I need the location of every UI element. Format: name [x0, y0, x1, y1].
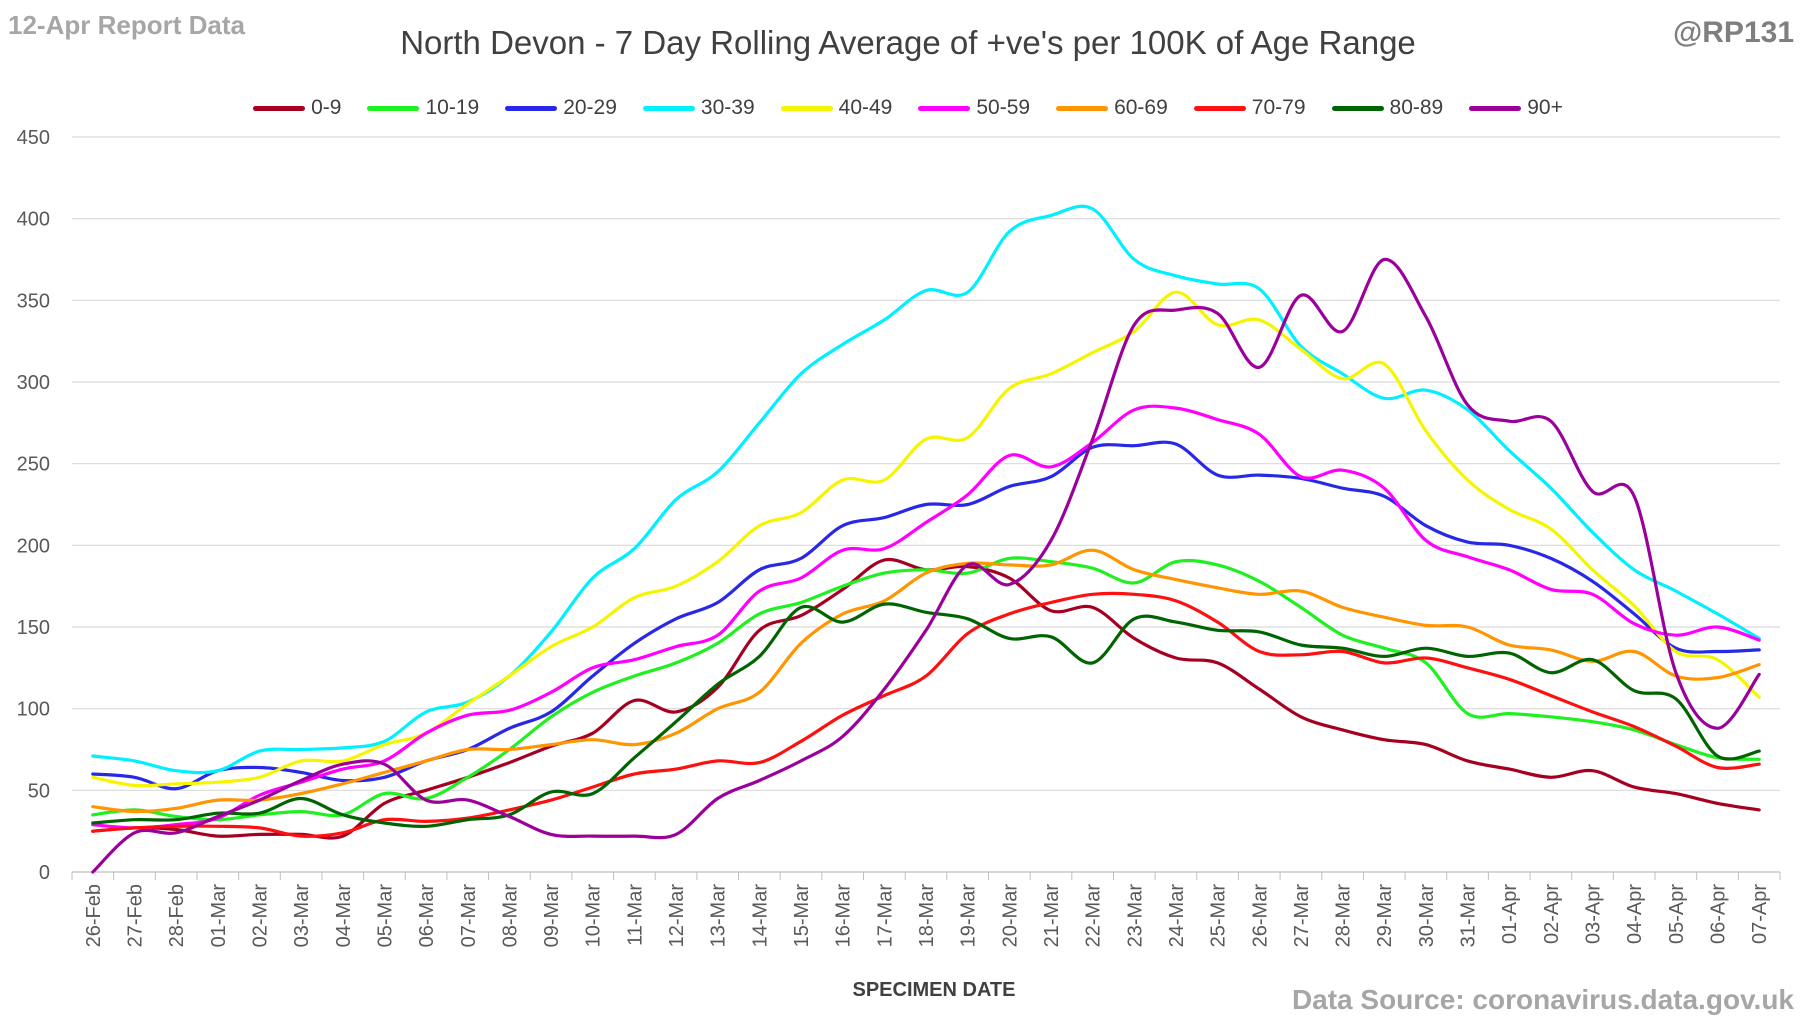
legend-swatch [367, 105, 420, 111]
legend-label: 90+ [1527, 96, 1563, 119]
x-tick-label: 18-Mar [916, 884, 938, 948]
x-tick-label: 23-Mar [1124, 884, 1146, 948]
legend-label: 30-39 [700, 96, 755, 119]
legend-item: 50-59 [918, 96, 1030, 120]
x-tick-label: 05-Mar [374, 884, 396, 948]
legend-label: 80-89 [1389, 96, 1444, 119]
legend-swatch [780, 105, 833, 111]
x-tick-label: 06-Mar [416, 884, 438, 948]
legend-label: 10-19 [425, 96, 480, 119]
x-tick-label: 08-Mar [499, 884, 521, 948]
y-tick-label: 400 [17, 209, 50, 231]
x-tick-label: 28-Feb [166, 884, 188, 947]
x-tick-label: 27-Mar [1291, 884, 1313, 948]
x-tick-label: 15-Mar [791, 884, 813, 948]
legend-swatch [642, 105, 695, 111]
y-tick-label: 200 [17, 535, 50, 557]
x-tick-label: 24-Mar [1166, 884, 1188, 948]
y-tick-label: 450 [17, 127, 50, 149]
legend-item: 90+ [1469, 96, 1563, 120]
legend-swatch [505, 105, 558, 111]
x-tick-label: 22-Mar [1083, 884, 1105, 948]
x-tick-label: 27-Feb [124, 884, 146, 947]
y-tick-label: 300 [17, 372, 50, 394]
y-tick-label: 100 [17, 699, 50, 721]
x-tick-label: 31-Mar [1458, 884, 1480, 948]
series-line-0-9 [91, 557, 1761, 840]
legend-label: 50-59 [976, 96, 1031, 119]
series-line-20-29 [91, 440, 1761, 791]
x-tick-label: 05-Apr [1666, 884, 1688, 944]
x-tick-label: 21-Mar [1041, 884, 1063, 948]
x-tick-label: 30-Mar [1416, 884, 1438, 948]
legend-swatch [918, 105, 971, 111]
x-tick-label: 01-Apr [1499, 884, 1521, 944]
x-tick-label: 02-Apr [1541, 884, 1563, 944]
chart-title: North Devon - 7 Day Rolling Average of +… [400, 24, 1416, 61]
legend-swatch [253, 105, 306, 111]
x-tick-label: 10-Mar [583, 884, 605, 948]
series-line-10-19 [91, 556, 1761, 822]
x-tick-label: 28-Mar [1333, 884, 1355, 948]
legend-swatch [1331, 105, 1384, 111]
legend-item: 60-69 [1056, 96, 1168, 120]
y-tick-label: 50 [28, 780, 50, 802]
x-tick-label: 06-Apr [1708, 884, 1730, 944]
x-tick-label: 04-Mar [333, 884, 355, 948]
legend-label: 40-49 [838, 96, 893, 119]
x-tick-label: 25-Mar [1208, 884, 1230, 948]
x-tick-label: 03-Mar [291, 884, 313, 948]
x-axis-title: SPECIMEN DATE [852, 979, 1016, 1001]
y-tick-label: 150 [17, 617, 50, 639]
x-tick-label: 07-Apr [1749, 884, 1771, 944]
x-tick-label: 02-Mar [249, 884, 271, 948]
report-date-label: 12-Apr Report Data [8, 10, 245, 40]
y-tick-label: 0 [39, 862, 50, 884]
legend-item: 40-49 [780, 96, 893, 120]
legend-swatch [1193, 105, 1246, 111]
x-tick-label: 16-Mar [833, 884, 855, 948]
chart-legend: 0-9 10-19 20-29 30-39 40-49 50-59 60-69 70-79 80… [0, 96, 1816, 120]
legend-label: 20-29 [563, 96, 617, 119]
x-tick-label: 04-Apr [1624, 884, 1646, 944]
x-tick-label: 26-Mar [1249, 884, 1271, 948]
x-tick-label: 19-Mar [958, 884, 980, 948]
legend-item: 70-79 [1193, 96, 1306, 120]
series-line-60-69 [91, 548, 1761, 814]
legend-label: 60-69 [1114, 96, 1168, 119]
series-line-80-89 [91, 602, 1761, 828]
x-tick-label: 01-Mar [208, 884, 230, 948]
series-line-30-39 [91, 204, 1761, 775]
legend-swatch [1056, 105, 1109, 111]
legend-item: 10-19 [367, 96, 479, 120]
x-tick-label: 07-Mar [458, 884, 480, 948]
data-source: Data Source: coronavirus.data.gov.uk [1291, 984, 1794, 1015]
legend-item: 30-39 [642, 96, 755, 120]
series-line-90+ [91, 257, 1761, 874]
x-tick-label: 11-Mar [624, 884, 646, 946]
x-tick-label: 03-Apr [1583, 884, 1605, 944]
legend-label: 0-9 [311, 96, 342, 119]
author-handle: @RP131 [1673, 16, 1794, 49]
series-line-50-59 [91, 404, 1761, 830]
series-line-40-49 [91, 290, 1761, 788]
x-tick-label: 14-Mar [749, 884, 771, 948]
legend-label: 70-79 [1251, 96, 1306, 119]
x-tick-label: 26-Feb [83, 884, 105, 947]
legend-item: 0-9 [253, 96, 341, 120]
x-tick-label: 29-Mar [1374, 884, 1396, 948]
x-tick-label: 20-Mar [999, 884, 1021, 948]
x-tick-label: 09-Mar [541, 884, 563, 948]
legend-item: 20-29 [505, 96, 617, 120]
legend-item: 80-89 [1331, 96, 1444, 120]
y-tick-label: 350 [17, 290, 50, 312]
x-tick-label: 13-Mar [708, 884, 730, 948]
x-tick-label: 12-Mar [666, 884, 688, 948]
y-tick-label: 250 [17, 454, 50, 476]
x-tick-label: 17-Mar [874, 884, 896, 948]
legend-swatch [1469, 105, 1522, 111]
